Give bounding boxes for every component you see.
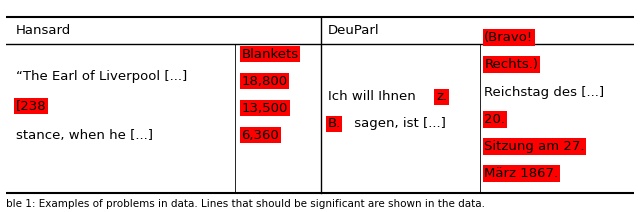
Text: Rechts.): Rechts.) — [484, 58, 538, 71]
Text: stance, when he [...]: stance, when he [...] — [16, 129, 153, 142]
Text: Ich will Ihnen: Ich will Ihnen — [328, 90, 420, 103]
Text: sagen, ist [...]: sagen, ist [...] — [350, 117, 446, 130]
Text: 18,800: 18,800 — [242, 75, 288, 88]
Text: Blankets: Blankets — [242, 47, 299, 61]
Text: [238: [238 — [16, 99, 47, 113]
Text: 6,360: 6,360 — [242, 129, 279, 142]
Text: 13,500: 13,500 — [242, 102, 288, 114]
Text: 20.: 20. — [484, 113, 506, 126]
Text: “The Earl of Liverpool [...]: “The Earl of Liverpool [...] — [16, 70, 191, 83]
Text: (Bravo!: (Bravo! — [484, 31, 534, 44]
Text: Hansard: Hansard — [16, 24, 71, 37]
Text: Sitzung am 27.: Sitzung am 27. — [484, 140, 585, 153]
Text: ble 1: Examples of problems in data. Lines that should be significant are shown : ble 1: Examples of problems in data. Lin… — [6, 199, 485, 209]
Text: z.: z. — [436, 90, 447, 103]
Text: B.: B. — [328, 117, 340, 130]
Text: März 1867.: März 1867. — [484, 167, 559, 180]
Text: Reichstag des [...]: Reichstag des [...] — [484, 86, 604, 99]
Text: DeuParl: DeuParl — [328, 24, 380, 37]
